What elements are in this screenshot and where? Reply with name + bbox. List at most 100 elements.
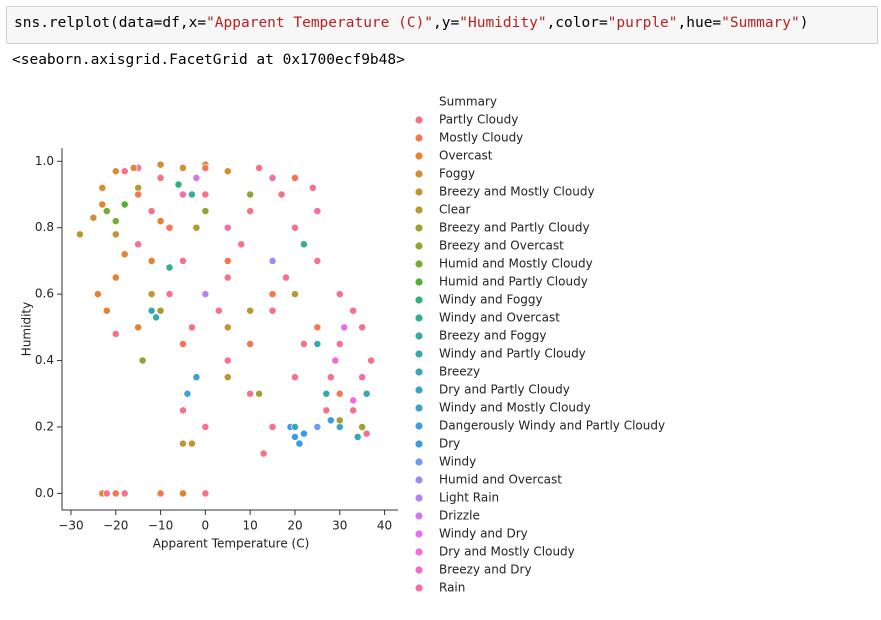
legend-marker xyxy=(415,386,423,394)
point xyxy=(246,339,255,348)
point xyxy=(223,167,232,176)
point xyxy=(120,200,129,209)
point xyxy=(102,207,111,216)
legend-label: Breezy xyxy=(439,365,480,379)
point xyxy=(134,190,143,199)
code-token: sns.relplot(data=df,x= xyxy=(14,15,207,31)
point xyxy=(111,489,120,498)
point xyxy=(362,429,371,438)
legend-label: Windy and Dry xyxy=(439,527,528,541)
point xyxy=(358,423,367,431)
code-token: "Summary" xyxy=(721,15,800,31)
legend-label: Dry and Mostly Cloudy xyxy=(439,545,575,559)
legend-marker xyxy=(415,422,423,430)
y-tick-label: 0.4 xyxy=(35,353,54,367)
point xyxy=(214,306,223,315)
point xyxy=(313,423,322,431)
point xyxy=(268,256,277,265)
legend-marker xyxy=(415,350,423,358)
point xyxy=(134,183,143,192)
legend-label: Humid and Partly Cloudy xyxy=(439,275,588,289)
code-token: ,y= xyxy=(433,15,460,31)
legend-marker xyxy=(415,548,423,556)
legend-label: Windy xyxy=(439,455,476,469)
point xyxy=(156,160,165,169)
x-tick-label: −10 xyxy=(148,519,173,533)
y-tick-label: 0.8 xyxy=(35,220,54,234)
point xyxy=(102,306,111,315)
point xyxy=(165,263,174,272)
point xyxy=(362,389,371,398)
code-token: ) xyxy=(799,15,809,31)
legend-marker xyxy=(415,530,423,538)
point xyxy=(335,416,344,425)
legend-marker xyxy=(415,404,423,412)
point xyxy=(129,163,138,172)
legend-label: Breezy and Dry xyxy=(439,563,532,577)
x-tick-label: 0 xyxy=(202,519,210,533)
point xyxy=(259,449,268,458)
point xyxy=(223,273,232,282)
code-token: ,color= xyxy=(546,15,608,31)
legend-label: Dangerously Windy and Partly Cloudy xyxy=(439,419,665,433)
point xyxy=(147,306,156,315)
point xyxy=(223,356,232,365)
point xyxy=(179,489,187,498)
point xyxy=(75,230,84,239)
legend-label: Mostly Cloudy xyxy=(439,131,523,145)
code-cell[interactable]: sns.relplot(data=df,x="Apparent Temperat… xyxy=(6,6,878,44)
legend-label: Foggy xyxy=(439,167,475,181)
legend-title: Summary xyxy=(439,95,497,109)
legend-marker xyxy=(415,188,423,196)
point xyxy=(201,423,210,431)
legend-marker xyxy=(415,170,423,178)
y-tick-label: 1.0 xyxy=(35,154,54,168)
code-token: ,hue= xyxy=(677,15,722,31)
point xyxy=(237,240,246,249)
legend-label: Humid and Overcast xyxy=(439,473,562,487)
point xyxy=(255,163,264,172)
legend-marker xyxy=(415,566,423,574)
point xyxy=(291,173,299,182)
point xyxy=(192,223,201,232)
point xyxy=(156,173,165,182)
point xyxy=(358,323,367,332)
point xyxy=(335,339,344,348)
point xyxy=(322,406,331,415)
legend-marker xyxy=(415,116,423,124)
point xyxy=(156,306,165,315)
point xyxy=(223,223,232,232)
point xyxy=(223,373,232,382)
point xyxy=(201,290,210,299)
legend-label: Light Rain xyxy=(439,491,499,505)
point xyxy=(326,373,335,382)
point xyxy=(268,290,277,299)
legend-marker xyxy=(415,584,423,592)
legend-label: Partly Cloudy xyxy=(439,113,518,127)
point xyxy=(277,190,286,199)
legend-marker xyxy=(415,296,423,304)
legend-label: Breezy and Overcast xyxy=(439,239,564,253)
point xyxy=(120,250,129,259)
point xyxy=(308,183,317,192)
point xyxy=(299,429,308,438)
x-tick-label: 10 xyxy=(243,519,258,533)
legend-marker xyxy=(415,476,423,484)
point xyxy=(291,223,299,232)
point xyxy=(192,373,201,382)
point xyxy=(335,389,344,398)
point xyxy=(246,207,255,216)
point xyxy=(331,356,340,365)
legend-marker xyxy=(415,278,423,286)
point xyxy=(192,173,201,182)
point xyxy=(89,213,98,222)
point xyxy=(138,356,147,365)
point xyxy=(291,432,299,441)
legend-marker xyxy=(415,242,423,250)
point xyxy=(187,439,196,448)
legend-label: Rain xyxy=(439,581,465,595)
point xyxy=(322,389,331,398)
point xyxy=(340,323,349,332)
point xyxy=(134,240,143,249)
